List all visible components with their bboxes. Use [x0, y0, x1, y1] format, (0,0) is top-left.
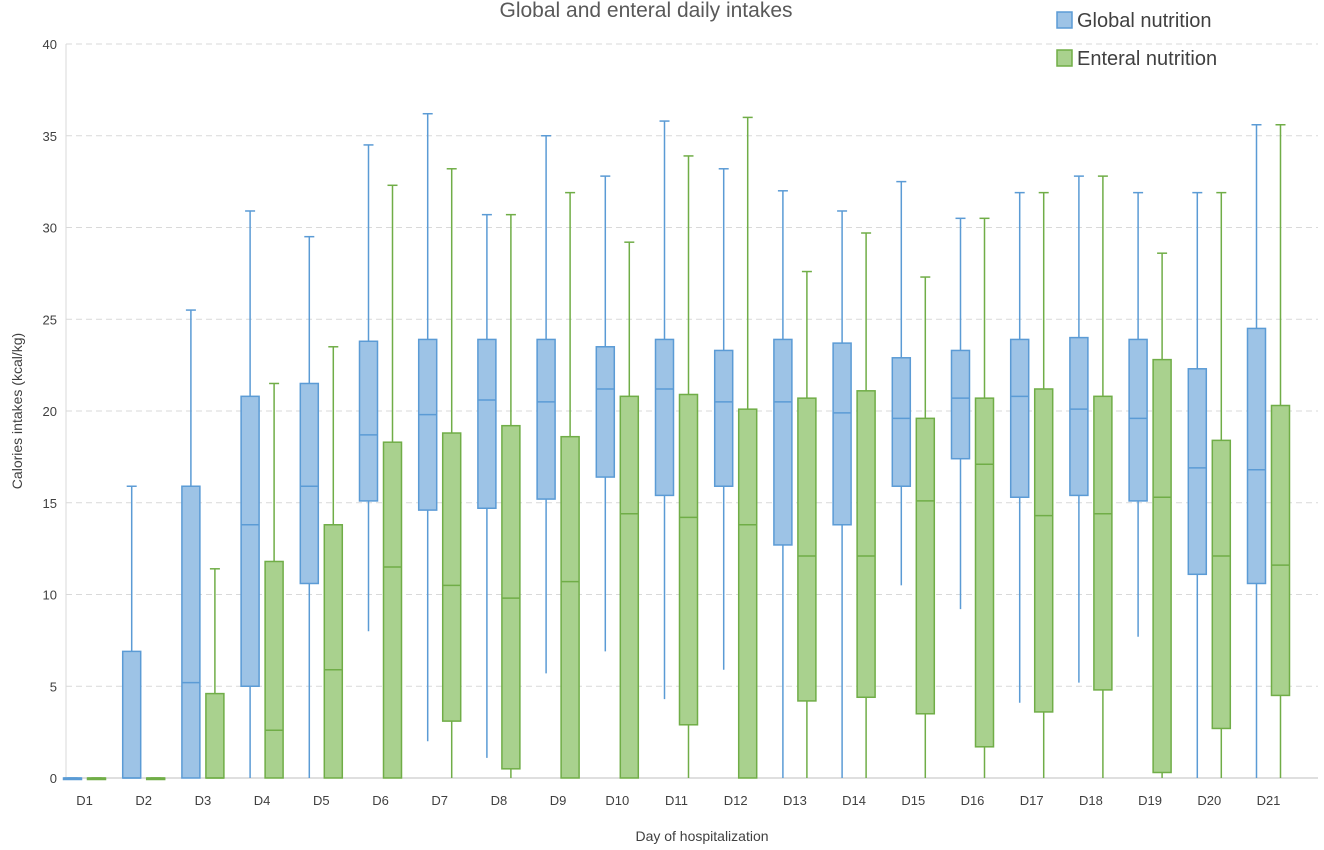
y-tick-label: 30	[43, 221, 57, 236]
x-tick-label: D16	[961, 793, 985, 808]
chart-title: Global and enteral daily intakes	[499, 0, 792, 22]
y-tick-label: 35	[43, 129, 57, 144]
box	[619, 395, 640, 779]
legend: Global nutrition Enteral nutrition	[1056, 10, 1217, 70]
box	[797, 397, 817, 702]
x-tick-label: D11	[665, 793, 688, 808]
box	[536, 338, 556, 500]
box	[1246, 327, 1267, 585]
box	[1128, 338, 1148, 502]
box	[1187, 368, 1208, 576]
x-tick-label: D12	[724, 793, 748, 808]
box	[856, 390, 876, 699]
box	[382, 441, 403, 779]
x-tick-label: D19	[1138, 793, 1162, 808]
x-tick-label: D17	[1020, 793, 1044, 808]
box	[299, 382, 320, 585]
y-tick-label: 40	[43, 37, 57, 52]
box	[1033, 388, 1054, 713]
box	[181, 485, 201, 779]
box	[654, 338, 675, 497]
x-axis-label: Day of hospitalization	[635, 828, 768, 844]
legend-swatch	[1056, 11, 1073, 29]
x-tick-label: D15	[901, 793, 925, 808]
box	[441, 432, 462, 722]
legend-label: Enteral nutrition	[1077, 48, 1217, 70]
y-tick-label: 5	[50, 679, 57, 694]
y-axis-label: Calories intakes (kcal/kg)	[9, 333, 25, 489]
y-tick-label: 20	[43, 404, 57, 419]
box	[1069, 336, 1089, 497]
box	[501, 424, 521, 770]
box	[323, 524, 344, 779]
box	[773, 338, 793, 546]
global-nutrition-series	[62, 112, 1267, 781]
enteral-nutrition-series	[86, 116, 1291, 781]
x-tick-label: D9	[550, 793, 567, 808]
x-tick-label: D3	[195, 793, 212, 808]
x-tick-label: D13	[783, 793, 807, 808]
box	[1009, 338, 1030, 498]
box	[240, 395, 260, 687]
box-series	[62, 112, 1291, 781]
legend-label: Global nutrition	[1077, 10, 1212, 32]
box	[950, 349, 971, 460]
x-tick-label: D7	[431, 793, 448, 808]
x-tick-label: D21	[1257, 793, 1281, 808]
x-tick-label: D14	[842, 793, 866, 808]
box	[832, 342, 852, 526]
y-tick-label: 25	[43, 312, 57, 327]
legend-swatch	[1056, 49, 1073, 67]
x-tick-label: D18	[1079, 793, 1103, 808]
box	[1211, 439, 1232, 730]
y-tick-label: 10	[43, 588, 57, 603]
box	[713, 349, 734, 487]
box	[595, 346, 616, 478]
box	[915, 417, 936, 715]
box	[417, 338, 438, 511]
box	[358, 340, 379, 502]
box	[891, 357, 912, 487]
box	[1152, 358, 1172, 774]
box	[121, 650, 142, 779]
x-tick-label: D20	[1197, 793, 1221, 808]
x-tick-label: D6	[372, 793, 389, 808]
x-tick-label: D1	[76, 793, 93, 808]
box	[678, 393, 699, 726]
x-tick-label: D8	[491, 793, 508, 808]
x-tick-label: D5	[313, 793, 330, 808]
box	[560, 435, 580, 779]
y-axis-ticks: 0 5 10 15 20 25 30 35 40	[43, 37, 57, 786]
box	[737, 408, 758, 779]
box	[205, 692, 225, 779]
x-tick-label: D2	[135, 793, 152, 808]
box	[1093, 395, 1113, 691]
box	[974, 397, 995, 748]
box	[477, 338, 497, 510]
y-tick-label: 0	[50, 771, 57, 786]
x-axis-ticks: D1 D2 D3 D4 D5 D6 D7 D8 D9 D10 D11 D12 D13 D14 D15 D16 D…	[76, 793, 1280, 808]
box	[1270, 404, 1291, 697]
box	[264, 560, 284, 779]
x-tick-label: D10	[605, 793, 629, 808]
y-tick-label: 15	[43, 496, 57, 511]
x-tick-label: D4	[254, 793, 271, 808]
